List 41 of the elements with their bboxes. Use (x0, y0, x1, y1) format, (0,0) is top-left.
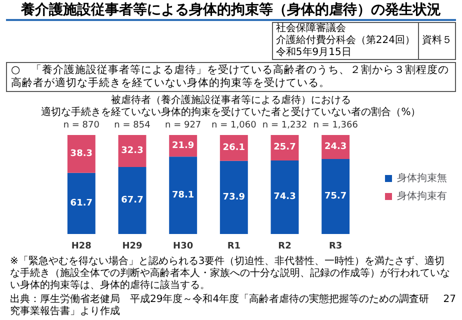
source-note: 出典：厚生労働省老健局 平成29年度～令和4年度「高齢者虐待の実態把握等のための調査研究事業報告書」より作成 (9, 294, 430, 318)
legend-label: 身体拘束無 (397, 172, 447, 184)
data-label: 26.1 (222, 142, 246, 153)
x-tick-label: R1 (227, 242, 241, 252)
data-label: 25.7 (274, 142, 296, 153)
document-label: 社会保障審議会 介護給付費分科会（第224回） 令和5年9月15日 資料５ (272, 22, 456, 60)
x-tick-label: R3 (328, 242, 342, 252)
data-label: 73.9 (222, 192, 246, 202)
data-label: 38.3 (70, 148, 93, 159)
x-tick-label: R2 (278, 242, 292, 252)
data-label: 24.3 (324, 142, 347, 152)
bar (118, 166, 146, 234)
bar (169, 156, 198, 234)
bar (270, 160, 299, 234)
annotation: n = 927 (165, 120, 202, 130)
text: 27 (442, 294, 456, 306)
annotation: n = 854 (114, 120, 151, 130)
data-label: 74.3 (274, 192, 296, 202)
bar (67, 135, 96, 173)
text: ※「緊急やむを得ない場合」と認められる3要件（切迫性、非代替性、一時性）を満たさず、適切な手続き（施設全体での判断や高齢者本人・家族への十分な説明、記録の作成等）が行われていない身体的拘束等は、身体的虐待に該当する。 (9, 256, 451, 292)
x-tick-label: H28 (71, 242, 92, 252)
annotation: n = 1,232 (262, 120, 308, 130)
x-tick-label: H29 (122, 242, 142, 252)
bar (322, 159, 350, 234)
text: 被虐待者（養介護施設従事者等による虐待）における (110, 95, 352, 106)
annotation: n = 1,060 (212, 120, 257, 130)
data-label: 75.7 (324, 192, 347, 202)
data-label: 32.3 (121, 146, 144, 156)
annotation: n = 870 (63, 120, 100, 130)
data-label: 61.7 (70, 198, 93, 208)
bar (67, 172, 96, 234)
chart-title: 養介護施設従事者等による身体的拘束等（身体的虐待）の発生状況 (6, 2, 456, 21)
x-tick-label: H30 (173, 242, 194, 252)
legend-label: 身体拘束有 (397, 190, 447, 202)
data-label: 67.7 (121, 195, 144, 206)
annotation: n = 1,366 (313, 120, 358, 130)
text: 適切な手続きを経ていない身体的拘束を受けていた者と受けていない者の割合（%） (40, 107, 422, 119)
data-label: 21.9 (172, 140, 194, 151)
data-label: 78.1 (172, 190, 194, 200)
bar (220, 160, 248, 234)
chart-subtitle: ○ 「養介護施設従事者等による虐待」を受けている高齢者のうち、２割から３割程度の高齢者が適切な手続きを経ていない身体的拘束等を受けている。 (6, 62, 456, 92)
